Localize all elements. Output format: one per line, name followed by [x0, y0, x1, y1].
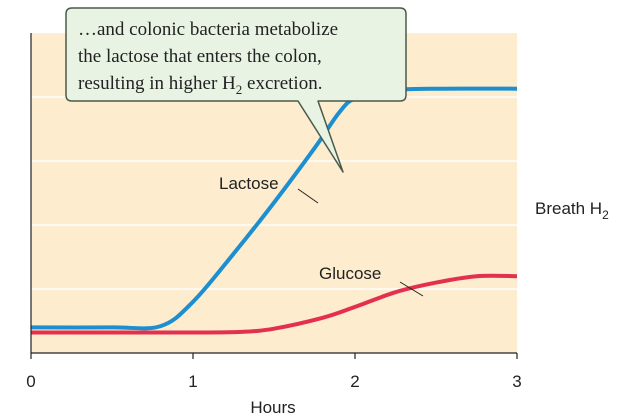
callout-bubble [65, 7, 407, 173]
callout-line-3-subscript: 2 [236, 82, 243, 97]
y-axis-title-subscript: 2 [602, 208, 609, 222]
series-line-glucose [31, 273, 518, 335]
x-ticks: 0 1 2 3 [26, 353, 522, 391]
x-tick-label-2: 2 [350, 372, 359, 391]
y-axis-title: Breath H2 [535, 199, 609, 222]
y-axis-title-main: Breath H [535, 199, 602, 218]
series-label-glucose: Glucose [319, 264, 381, 283]
callout-line-3: resulting in higher H2 excretion. [78, 73, 322, 97]
callout: …and colonic bacteria metabolize the lac… [65, 7, 407, 173]
x-axis-title: Hours [250, 398, 295, 417]
x-tick-label-3: 3 [512, 372, 521, 391]
callout-line-2: the lactose that enters the colon, [78, 46, 322, 67]
callout-line-3-main: resulting in higher H [78, 73, 236, 94]
x-tick-label-0: 0 [26, 372, 35, 391]
series-label-lactose: Lactose [219, 174, 279, 193]
leader-line-glucose [399, 281, 424, 297]
leader-line-lactose [297, 188, 319, 204]
callout-line-1: …and colonic bacteria metabolize [78, 19, 338, 40]
callout-line-3-end: excretion. [242, 73, 322, 94]
x-tick-label-1: 1 [188, 372, 197, 391]
